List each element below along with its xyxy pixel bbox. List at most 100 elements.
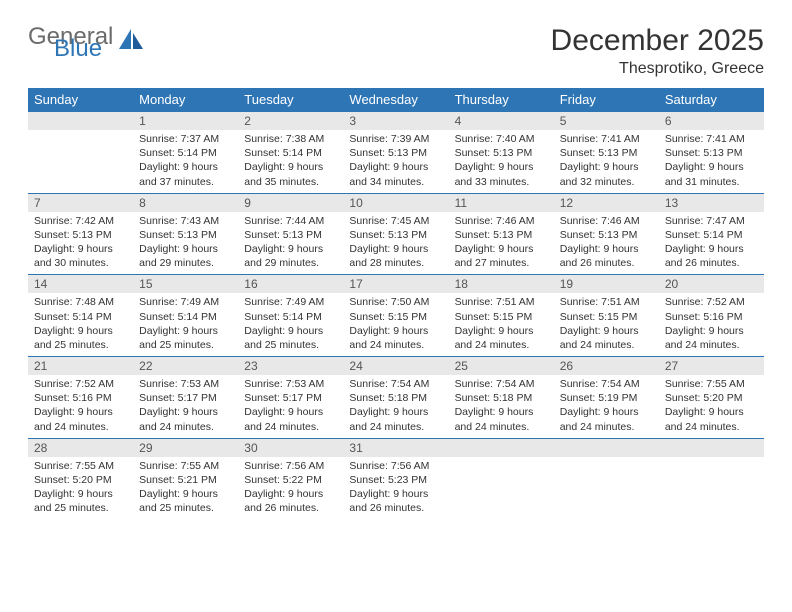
day-number-cell: 6 [659, 112, 764, 131]
daylight-text: Daylight: 9 hours [560, 405, 653, 419]
logo: General Blue [28, 24, 145, 59]
day-content-cell: Sunrise: 7:52 AMSunset: 5:16 PMDaylight:… [659, 293, 764, 356]
daylight-text: and 25 minutes. [244, 338, 337, 352]
daylight-text: Daylight: 9 hours [349, 324, 442, 338]
sunrise-text: Sunrise: 7:55 AM [34, 459, 127, 473]
daylight-text: Daylight: 9 hours [139, 405, 232, 419]
day-number-cell: 21 [28, 357, 133, 376]
day-number: 20 [665, 277, 678, 291]
logo-text: General Blue [28, 26, 113, 59]
day-number-cell: 23 [238, 357, 343, 376]
daylight-text: Daylight: 9 hours [455, 405, 548, 419]
day-number-row: 123456 [28, 112, 764, 131]
day-number-cell [659, 438, 764, 457]
sunrise-text: Sunrise: 7:50 AM [349, 295, 442, 309]
daylight-text: and 32 minutes. [560, 175, 653, 189]
day-content-row: Sunrise: 7:55 AMSunset: 5:20 PMDaylight:… [28, 457, 764, 520]
daylight-text: Daylight: 9 hours [244, 324, 337, 338]
daylight-text: and 24 minutes. [349, 338, 442, 352]
day-number-cell: 13 [659, 193, 764, 212]
daylight-text: and 24 minutes. [455, 420, 548, 434]
day-number-cell: 12 [554, 193, 659, 212]
day-number: 2 [244, 114, 251, 128]
daylight-text: Daylight: 9 hours [455, 324, 548, 338]
weekday-header: Friday [554, 88, 659, 112]
day-number-cell: 29 [133, 438, 238, 457]
weekday-header: Sunday [28, 88, 133, 112]
day-number: 5 [560, 114, 567, 128]
day-content-cell: Sunrise: 7:54 AMSunset: 5:19 PMDaylight:… [554, 375, 659, 438]
day-content-cell: Sunrise: 7:53 AMSunset: 5:17 PMDaylight:… [238, 375, 343, 438]
daylight-text: Daylight: 9 hours [34, 324, 127, 338]
sunrise-text: Sunrise: 7:52 AM [665, 295, 758, 309]
daylight-text: Daylight: 9 hours [349, 160, 442, 174]
day-content-cell: Sunrise: 7:52 AMSunset: 5:16 PMDaylight:… [28, 375, 133, 438]
daylight-text: and 26 minutes. [349, 501, 442, 515]
daylight-text: and 24 minutes. [244, 420, 337, 434]
day-number-cell: 5 [554, 112, 659, 131]
daylight-text: and 25 minutes. [139, 338, 232, 352]
day-content-cell: Sunrise: 7:46 AMSunset: 5:13 PMDaylight:… [554, 212, 659, 275]
day-number-cell [28, 112, 133, 131]
daylight-text: Daylight: 9 hours [349, 405, 442, 419]
sunrise-text: Sunrise: 7:45 AM [349, 214, 442, 228]
day-content-cell: Sunrise: 7:49 AMSunset: 5:14 PMDaylight:… [238, 293, 343, 356]
sunset-text: Sunset: 5:14 PM [244, 146, 337, 160]
sunrise-text: Sunrise: 7:53 AM [244, 377, 337, 391]
daylight-text: Daylight: 9 hours [665, 405, 758, 419]
month-title: December 2025 [551, 24, 764, 58]
daylight-text: Daylight: 9 hours [349, 242, 442, 256]
title-block: December 2025 Thesprotiko, Greece [551, 24, 764, 78]
day-number-cell: 14 [28, 275, 133, 294]
sunset-text: Sunset: 5:13 PM [455, 146, 548, 160]
sunset-text: Sunset: 5:15 PM [560, 310, 653, 324]
day-content-cell: Sunrise: 7:54 AMSunset: 5:18 PMDaylight:… [449, 375, 554, 438]
daylight-text: Daylight: 9 hours [455, 242, 548, 256]
day-content-cell: Sunrise: 7:40 AMSunset: 5:13 PMDaylight:… [449, 130, 554, 193]
day-number: 17 [349, 277, 362, 291]
day-number: 31 [349, 441, 362, 455]
daylight-text: Daylight: 9 hours [34, 487, 127, 501]
sunrise-text: Sunrise: 7:47 AM [665, 214, 758, 228]
day-number: 19 [560, 277, 573, 291]
weekday-header: Saturday [659, 88, 764, 112]
sunrise-text: Sunrise: 7:55 AM [139, 459, 232, 473]
sunset-text: Sunset: 5:13 PM [244, 228, 337, 242]
day-number-cell: 17 [343, 275, 448, 294]
sunset-text: Sunset: 5:17 PM [244, 391, 337, 405]
sunset-text: Sunset: 5:23 PM [349, 473, 442, 487]
day-content-cell: Sunrise: 7:42 AMSunset: 5:13 PMDaylight:… [28, 212, 133, 275]
calendar-table: Sunday Monday Tuesday Wednesday Thursday… [28, 88, 764, 519]
sunrise-text: Sunrise: 7:44 AM [244, 214, 337, 228]
day-number-cell: 11 [449, 193, 554, 212]
day-number-cell: 2 [238, 112, 343, 131]
day-content-row: Sunrise: 7:42 AMSunset: 5:13 PMDaylight:… [28, 212, 764, 275]
daylight-text: and 24 minutes. [665, 338, 758, 352]
day-content-cell [449, 457, 554, 520]
daylight-text: and 25 minutes. [34, 338, 127, 352]
day-number: 12 [560, 196, 573, 210]
day-number: 29 [139, 441, 152, 455]
day-content-cell: Sunrise: 7:51 AMSunset: 5:15 PMDaylight:… [449, 293, 554, 356]
day-content-cell: Sunrise: 7:56 AMSunset: 5:23 PMDaylight:… [343, 457, 448, 520]
sunrise-text: Sunrise: 7:43 AM [139, 214, 232, 228]
day-number: 28 [34, 441, 47, 455]
sunset-text: Sunset: 5:13 PM [349, 228, 442, 242]
sunset-text: Sunset: 5:18 PM [455, 391, 548, 405]
logo-word-2: Blue [54, 38, 113, 60]
sunset-text: Sunset: 5:14 PM [665, 228, 758, 242]
day-number: 9 [244, 196, 251, 210]
daylight-text: Daylight: 9 hours [34, 405, 127, 419]
day-number-cell: 8 [133, 193, 238, 212]
day-number: 27 [665, 359, 678, 373]
day-content-cell: Sunrise: 7:49 AMSunset: 5:14 PMDaylight:… [133, 293, 238, 356]
day-number-cell: 19 [554, 275, 659, 294]
day-number: 3 [349, 114, 356, 128]
sunset-text: Sunset: 5:15 PM [349, 310, 442, 324]
day-number-cell: 3 [343, 112, 448, 131]
day-content-cell: Sunrise: 7:45 AMSunset: 5:13 PMDaylight:… [343, 212, 448, 275]
sunrise-text: Sunrise: 7:49 AM [139, 295, 232, 309]
sunset-text: Sunset: 5:14 PM [139, 146, 232, 160]
day-number-cell: 15 [133, 275, 238, 294]
day-content-cell: Sunrise: 7:48 AMSunset: 5:14 PMDaylight:… [28, 293, 133, 356]
